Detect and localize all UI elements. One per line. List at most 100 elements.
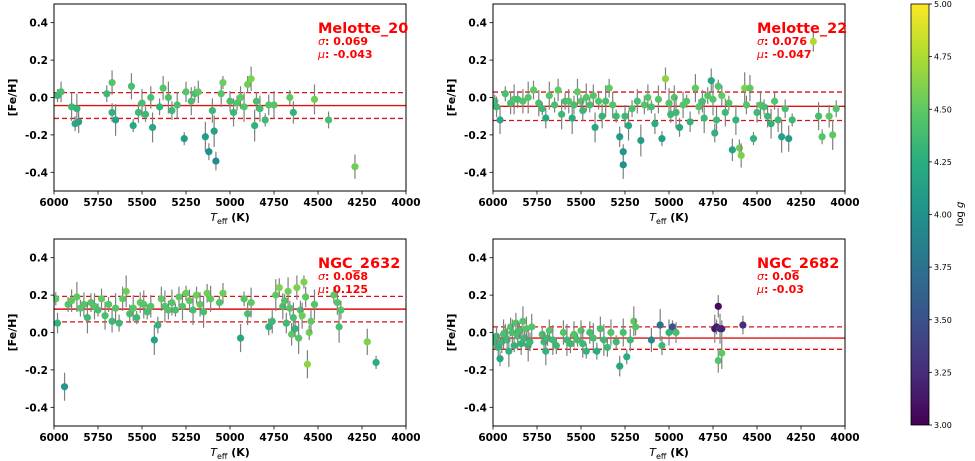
x-tick-label: 4250	[786, 432, 815, 444]
data-point	[212, 157, 220, 165]
data-point	[686, 118, 694, 126]
data-point	[268, 317, 276, 325]
data-point	[746, 84, 754, 92]
data-point	[763, 112, 772, 120]
x-tick-label: 5750	[522, 197, 551, 209]
data-point	[150, 336, 158, 344]
data-point	[732, 116, 740, 124]
data-point	[126, 310, 134, 318]
x-axis-label: Teff (K)	[649, 446, 689, 461]
data-point	[549, 336, 557, 344]
data-point	[582, 93, 590, 102]
data-point	[704, 92, 712, 100]
data-point	[108, 317, 116, 325]
data-point	[598, 112, 606, 120]
data-point	[825, 112, 833, 120]
data-point	[286, 304, 294, 312]
colorbar-tick-label: 3.00	[934, 421, 952, 430]
data-point	[515, 327, 524, 335]
data-point	[101, 312, 109, 320]
x-axis-label: Teff (K)	[649, 211, 689, 226]
sigma-text: σ: 0.06	[757, 270, 800, 283]
data-point	[205, 148, 213, 156]
y-tick-label: 0.2	[468, 290, 487, 302]
data-point	[670, 93, 678, 102]
data-point	[335, 323, 343, 331]
data-point	[545, 327, 553, 335]
data-point	[310, 95, 319, 103]
x-tick-label: 5500	[566, 432, 595, 444]
data-point	[244, 80, 252, 89]
x-tick-label: 6000	[478, 197, 507, 209]
data-point	[219, 289, 227, 297]
data-point	[240, 295, 248, 303]
data-point	[695, 103, 703, 111]
x-tick-label: 4000	[391, 197, 420, 209]
cluster-name: Melotte_22	[757, 21, 847, 37]
data-point	[247, 75, 255, 83]
data-point	[714, 82, 722, 90]
data-point	[658, 135, 666, 143]
data-point	[119, 295, 127, 303]
x-tick-label: 5750	[83, 432, 112, 444]
data-point	[519, 97, 527, 105]
data-point	[201, 133, 209, 141]
y-tick-label: 0.4	[468, 253, 487, 265]
data-point	[330, 291, 338, 299]
data-point	[333, 298, 341, 307]
data-point	[623, 353, 631, 361]
mu-text: μ: -0.043	[317, 48, 373, 61]
data-point	[640, 101, 648, 109]
data-point	[586, 328, 594, 337]
data-point	[712, 116, 721, 124]
colorbar-tick-label: 5.00	[934, 0, 952, 9]
cluster-name: NGC_2632	[318, 256, 400, 272]
data-point	[129, 304, 137, 312]
mu-text: μ: -0.03	[756, 283, 804, 296]
data-point	[127, 82, 136, 90]
data-point	[621, 112, 629, 120]
data-point	[261, 116, 269, 124]
data-point	[718, 92, 726, 100]
x-tick-label: 5000	[215, 432, 244, 444]
x-tick-label: 5250	[171, 432, 200, 444]
panel-melotte-22: 6000 5750 5500 5250 5000 4750 4500 4250 4000 -0.4…	[445, 3, 860, 226]
data-point	[324, 116, 333, 124]
plot-area	[54, 275, 406, 401]
data-point	[742, 101, 751, 109]
data-point	[586, 101, 594, 109]
data-point	[683, 97, 691, 105]
data-point	[589, 92, 597, 100]
data-point	[272, 291, 280, 299]
data-point	[691, 84, 700, 92]
data-point	[577, 327, 585, 335]
data-point	[112, 116, 120, 124]
y-tick-label: -0.2	[464, 130, 487, 142]
data-point	[141, 110, 150, 118]
data-point	[570, 330, 578, 338]
data-point	[57, 88, 65, 96]
colorbar-label: log g	[955, 202, 966, 227]
data-point	[270, 101, 278, 109]
x-tick-label: 4500	[742, 432, 771, 444]
data-point	[256, 105, 264, 113]
y-tick-label: 0.0	[29, 93, 48, 105]
data-point	[607, 328, 615, 337]
data-point	[589, 334, 597, 342]
x-tick-label: 4000	[830, 432, 859, 444]
data-point	[226, 97, 234, 105]
data-point	[753, 108, 761, 117]
cluster-name: NGC_2682	[757, 256, 839, 272]
data-point	[573, 336, 582, 344]
data-point	[579, 340, 587, 348]
data-point	[542, 114, 550, 122]
y-axis-label: [Fe/H]	[445, 79, 458, 117]
data-point	[148, 123, 157, 132]
y-axis-label: [Fe/H]	[6, 79, 19, 117]
x-tick-label: 6000	[478, 432, 507, 444]
data-point	[122, 287, 130, 295]
data-point	[164, 93, 172, 102]
data-point	[647, 103, 656, 111]
data-point	[159, 84, 167, 92]
data-point	[672, 108, 680, 117]
